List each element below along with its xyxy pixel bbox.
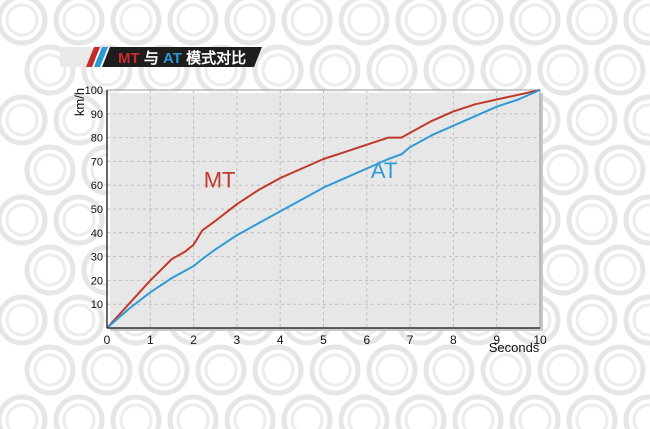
x-tick-label: 1 [147, 333, 154, 347]
chart-title-part: MT [118, 50, 140, 67]
y-tick-label: 90 [91, 109, 103, 121]
watermark-logo-icon [537, 344, 589, 396]
series-annotation-mt: MT [204, 168, 236, 193]
title-banner-left [60, 47, 92, 67]
watermark-logo-icon [24, 244, 76, 296]
y-tick-label: 20 [91, 275, 103, 287]
x-tick-label: 3 [234, 333, 241, 347]
watermark-logo-icon [138, 344, 190, 396]
y-tick-label: 30 [91, 252, 103, 264]
y-tick-label: 70 [91, 156, 103, 168]
x-tick-label: 9 [493, 333, 500, 347]
watermark-logo-icon [623, 294, 650, 346]
watermark-logo-icon [53, 0, 105, 46]
watermark-logo-icon [509, 0, 561, 46]
watermark-logo-icon [110, 394, 162, 429]
title-banner: MT 与 AT 模式对比 [60, 47, 262, 67]
watermark-logo-icon [309, 344, 361, 396]
watermark-logo-icon [110, 0, 162, 46]
y-tick-label: 60 [91, 180, 103, 192]
y-axis: 10 20 30 40 50 60 70 80 90 100 [85, 85, 108, 328]
series-lines [106, 89, 541, 329]
watermark-logo-icon [0, 394, 48, 429]
watermark-logo-icon [623, 394, 650, 429]
y-axis-label: km/h [72, 88, 87, 116]
watermark-logo-icon [566, 194, 618, 246]
series-annotation-at: AT [371, 158, 397, 183]
watermark-logo-icon [537, 44, 589, 96]
watermark-logo-icon [395, 394, 447, 429]
grid-lines [107, 90, 540, 328]
y-tick-label: 40 [91, 228, 103, 240]
watermark-logo-icon [53, 94, 105, 146]
x-tick-label: 2 [190, 333, 197, 347]
watermark-logo-icon [224, 0, 276, 46]
y-tick-label: 100 [85, 85, 103, 97]
x-tick-label: 5 [320, 333, 327, 347]
watermark-logo-icon [452, 394, 504, 429]
watermark-logo-icon [566, 294, 618, 346]
watermark-logo-icon [0, 0, 48, 46]
watermark-logo-icon [0, 194, 48, 246]
watermark-logo-icon [53, 394, 105, 429]
watermark-logo-icon [566, 394, 618, 429]
watermark-logo-icon [623, 0, 650, 46]
watermark-logo-icon [252, 344, 304, 396]
watermark-logo-icon [24, 344, 76, 396]
watermark-logo-icon [281, 0, 333, 46]
chart-title: MT 与 AT 模式对比 [118, 49, 246, 67]
watermark-logo-icon [53, 294, 105, 346]
watermark-logo-icon [594, 44, 646, 96]
y-tick-label: 80 [91, 133, 103, 145]
watermark-logo-icon [366, 344, 418, 396]
watermark-logo-icon [24, 44, 76, 96]
x-tick-label: 10 [533, 333, 547, 347]
watermark-logo-icon [281, 394, 333, 429]
watermark-logo-icon [338, 0, 390, 46]
watermark-logo-icon [594, 244, 646, 296]
watermark-logo-icon [24, 144, 76, 196]
x-tick-label: 6 [363, 333, 370, 347]
watermark-logo-icon [594, 144, 646, 196]
series-line-mt [106, 89, 541, 329]
x-axis-label: Seconds [489, 340, 540, 355]
x-tick-label: 0 [104, 333, 111, 347]
watermark-logo-icon [395, 0, 447, 46]
watermark-logo-icon [224, 394, 276, 429]
watermark-logo-icon [623, 94, 650, 146]
watermark-logo-icon [566, 94, 618, 146]
watermark-logo-icon [53, 194, 105, 246]
watermark-logo-icon [0, 294, 48, 346]
x-tick-label: 8 [450, 333, 457, 347]
watermark-logo-icon [195, 344, 247, 396]
watermark-logo-icon [81, 344, 133, 396]
watermark-logo-icon [452, 0, 504, 46]
title-stripe-red [86, 47, 100, 67]
watermark-logo-icon [623, 194, 650, 246]
chart-title-part: 模式对比 [182, 49, 246, 67]
watermark-logo-icon [0, 94, 48, 146]
watermark-logo-icon [509, 394, 561, 429]
x-tick-label: 4 [277, 333, 284, 347]
y-tick-label: 10 [91, 299, 103, 311]
watermark-logo-icon [167, 394, 219, 429]
x-axis: 0 1 2 3 4 5 6 7 8 9 10 [104, 327, 547, 347]
title-banner-dark [102, 47, 262, 67]
watermark-logo-icon [338, 394, 390, 429]
series-line-at [106, 89, 541, 329]
watermark-logo-icon [423, 344, 475, 396]
watermark-logo-icon [167, 0, 219, 46]
watermark-logo-icon [480, 344, 532, 396]
title-stripe-blue [94, 47, 108, 67]
watermark-logo-icon [566, 0, 618, 46]
chart-title-part: AT [163, 50, 182, 67]
series-annotations: MT AT [204, 158, 398, 193]
x-tick-label: 7 [407, 333, 414, 347]
y-tick-label: 50 [91, 204, 103, 216]
watermark-logo-icon [594, 344, 646, 396]
chart-title-part: 与 [140, 50, 163, 67]
